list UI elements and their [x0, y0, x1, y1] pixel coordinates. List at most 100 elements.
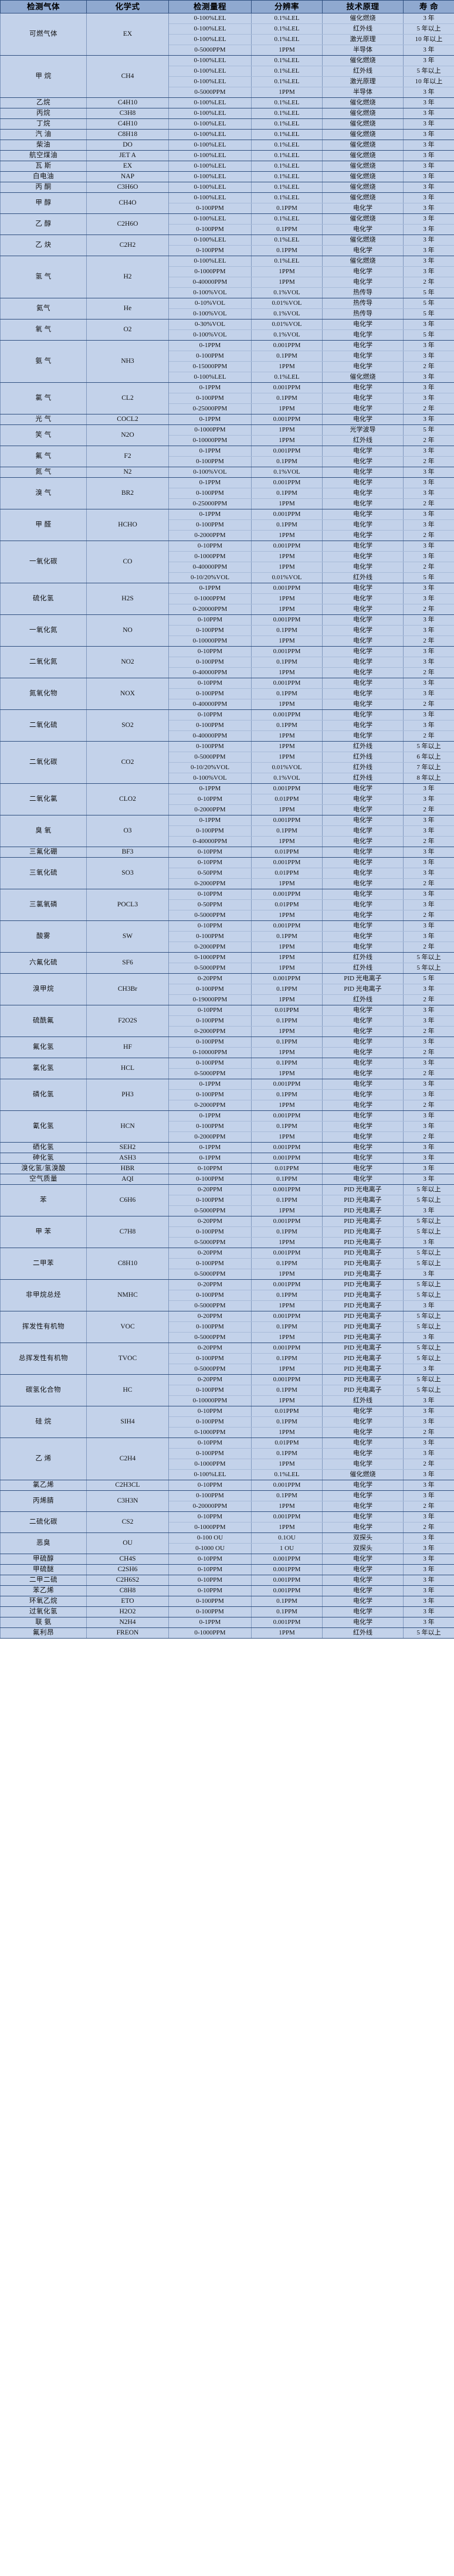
cell-detection-range: 0-100%LEL: [168, 108, 252, 119]
cell-detection-range: 0-5000PPM: [168, 1237, 252, 1248]
cell-technology: 催化燃烧: [322, 235, 404, 246]
cell-detection-range: 0-10000PPM: [168, 1047, 252, 1058]
cell-detection-range: 0-100PPM: [168, 688, 252, 699]
cell-chemical-formula: ASH3: [86, 1153, 169, 1164]
cell-detection-range: 0-50PPM: [168, 868, 252, 879]
cell-lifetime: 3 年: [403, 1416, 454, 1428]
table-row: 0-100PPM 0.1PPM 电化学 3 年: [1, 519, 454, 531]
cell-chemical-formula: HF: [86, 1036, 169, 1058]
cell-lifetime: 3 年: [403, 1121, 454, 1132]
cell-detection-range: 0-100PPM: [168, 1416, 252, 1428]
table-row: 0-2000PPM 1PPM 电化学 2 年: [1, 1131, 454, 1143]
cell-resolution: 1PPM: [251, 1100, 323, 1111]
cell-resolution: 1PPM: [251, 1522, 323, 1533]
cell-lifetime: 3 年: [403, 868, 454, 879]
table-row: 汽 油 C8H18 0-100%LEL 0.1%LEL 催化燃烧 3 年: [0, 129, 454, 140]
cell-technology: 电化学: [322, 783, 404, 794]
cell-lifetime: 3 年: [403, 614, 454, 626]
cell-lifetime: 3 年: [403, 351, 454, 362]
table-row: 氢 气 H2 0-100%LEL 0.1%LEL 催化燃烧 3 年: [0, 256, 454, 298]
cell-detection-range: 0-10PPM: [168, 1437, 252, 1449]
cell-chemical-formula: OU: [86, 1532, 169, 1554]
cell-chemical-formula: C4H10: [86, 118, 169, 130]
cell-lifetime: 2 年: [403, 1131, 454, 1143]
cell-technology: 催化燃烧: [322, 192, 404, 203]
table-row: 0-40000PPM 1PPM 电化学 2 年: [1, 836, 454, 847]
cell-detection-range: 0-10PPM: [168, 1575, 252, 1586]
cell-technology: 电化学: [322, 825, 404, 837]
header-row: 检测气体 化学式 检测量程 分辨率 技术原理 寿 命: [0, 0, 454, 13]
cell-lifetime: 3 年: [403, 1617, 454, 1628]
table-row: 砷化氢 ASH3 0-1PPM 0.001PPM 电化学 3 年: [0, 1153, 454, 1164]
cell-lifetime: 2 年: [403, 277, 454, 288]
cell-lifetime: 3 年: [403, 382, 454, 393]
cell-technology: 催化燃烧: [322, 372, 404, 383]
cell-resolution: 0.001PPM: [251, 1374, 323, 1385]
cell-resolution: 1PPM: [251, 403, 323, 414]
cell-technology: 电化学: [322, 1163, 404, 1174]
table-row: 0-2000PPM 1PPM 电化学 2 年: [1, 1026, 454, 1037]
cell-lifetime: 5 年以上: [403, 1195, 454, 1206]
cell-lifetime: 3 年: [403, 213, 454, 225]
cell-resolution: 1PPM: [251, 45, 323, 56]
cell-lifetime: 3 年: [403, 45, 454, 56]
cell-detection-range: 0-1PPM: [168, 815, 252, 826]
table-row: 瓦 斯 EX 0-100%LEL 0.1%LEL 催化燃烧 3 年: [0, 161, 454, 172]
cell-detection-range: 0-100PPM: [168, 931, 252, 942]
table-row: 0-5000PPM 1PPM 半导体 3 年: [1, 87, 454, 98]
cell-resolution: 0.001PPM: [251, 1554, 323, 1565]
cell-lifetime: 2 年: [403, 1501, 454, 1512]
cell-detection-range: 0-5000PPM: [168, 1205, 252, 1216]
cell-lifetime: 3 年: [403, 625, 454, 636]
cell-resolution: 1PPM: [251, 952, 323, 963]
cell-technology: 电化学: [322, 635, 404, 647]
cell-technology: 电化学: [322, 277, 404, 288]
cell-chemical-formula: N2H4: [86, 1617, 169, 1628]
cell-detection-range: 0-10000PPM: [168, 1395, 252, 1406]
cell-technology: 电化学: [322, 319, 404, 330]
cell-resolution: 1PPM: [251, 87, 323, 98]
cell-resolution: 0.1PPM: [251, 825, 323, 837]
cell-lifetime: 3 年: [403, 551, 454, 562]
cell-lifetime: 3 年: [403, 519, 454, 531]
table-row: 0-100PPM 0.1PPM 电化学 3 年: [1, 688, 454, 699]
cell-detection-range: 0-100%VOL: [168, 773, 252, 784]
cell-lifetime: 2 年: [403, 1100, 454, 1111]
cell-gas-name: 酸雾: [0, 920, 87, 953]
cell-technology: PID 光电离子: [322, 1343, 404, 1354]
cell-lifetime: 3 年: [403, 192, 454, 203]
cell-resolution: 0.1PPM: [251, 1448, 323, 1459]
cell-technology: 电化学: [322, 878, 404, 889]
cell-gas-name: 空气质量: [0, 1174, 87, 1185]
cell-gas-name: 硅 烷: [0, 1406, 87, 1438]
cell-lifetime: 5 年以上: [403, 1627, 454, 1639]
cell-technology: 电化学: [322, 1511, 404, 1523]
cell-technology: 电化学: [322, 340, 404, 351]
cell-lifetime: 5 年以上: [403, 1279, 454, 1290]
cell-lifetime: 2 年: [403, 1427, 454, 1438]
cell-lifetime: 3 年: [403, 87, 454, 98]
cell-technology: 红外线: [322, 1395, 404, 1406]
cell-technology: 电化学: [322, 1575, 404, 1586]
cell-resolution: 1PPM: [251, 424, 323, 436]
cell-chemical-formula: NO2: [86, 646, 169, 678]
cell-gas-name: 总挥发性有机物: [0, 1343, 87, 1375]
cell-resolution: 0.001PPM: [251, 1564, 323, 1575]
cell-resolution: 1PPM: [251, 1047, 323, 1058]
cell-detection-range: 0-10PPM: [168, 541, 252, 552]
cell-lifetime: 2 年: [403, 699, 454, 710]
cell-resolution: 0.1PPM: [251, 245, 323, 256]
cell-detection-range: 0-100PPM: [168, 1606, 252, 1617]
cell-detection-range: 0-20PPM: [168, 1279, 252, 1290]
cell-detection-range: 0-1PPM: [168, 1079, 252, 1090]
cell-technology: 红外线: [322, 994, 404, 1005]
cell-gas-name: 氧 气: [0, 319, 87, 341]
table-row: 三氧化硫 SO3 0-10PPM 0.001PPM 电化学 3 年: [0, 857, 454, 889]
cell-lifetime: 3 年: [403, 340, 454, 351]
cell-detection-range: 0-100%LEL: [168, 23, 252, 35]
table-row: 0-5000PPM 1PPM PID 光电离子 3 年: [1, 1205, 454, 1216]
cell-lifetime: 3 年: [403, 1480, 454, 1491]
table-row: 0-100PPM 0.1PPM 电化学 3 年: [1, 351, 454, 362]
table-row: 硒化氢 SEH2 0-1PPM 0.001PPM 电化学 3 年: [0, 1142, 454, 1153]
cell-resolution: 0.1PPM: [251, 1490, 323, 1501]
